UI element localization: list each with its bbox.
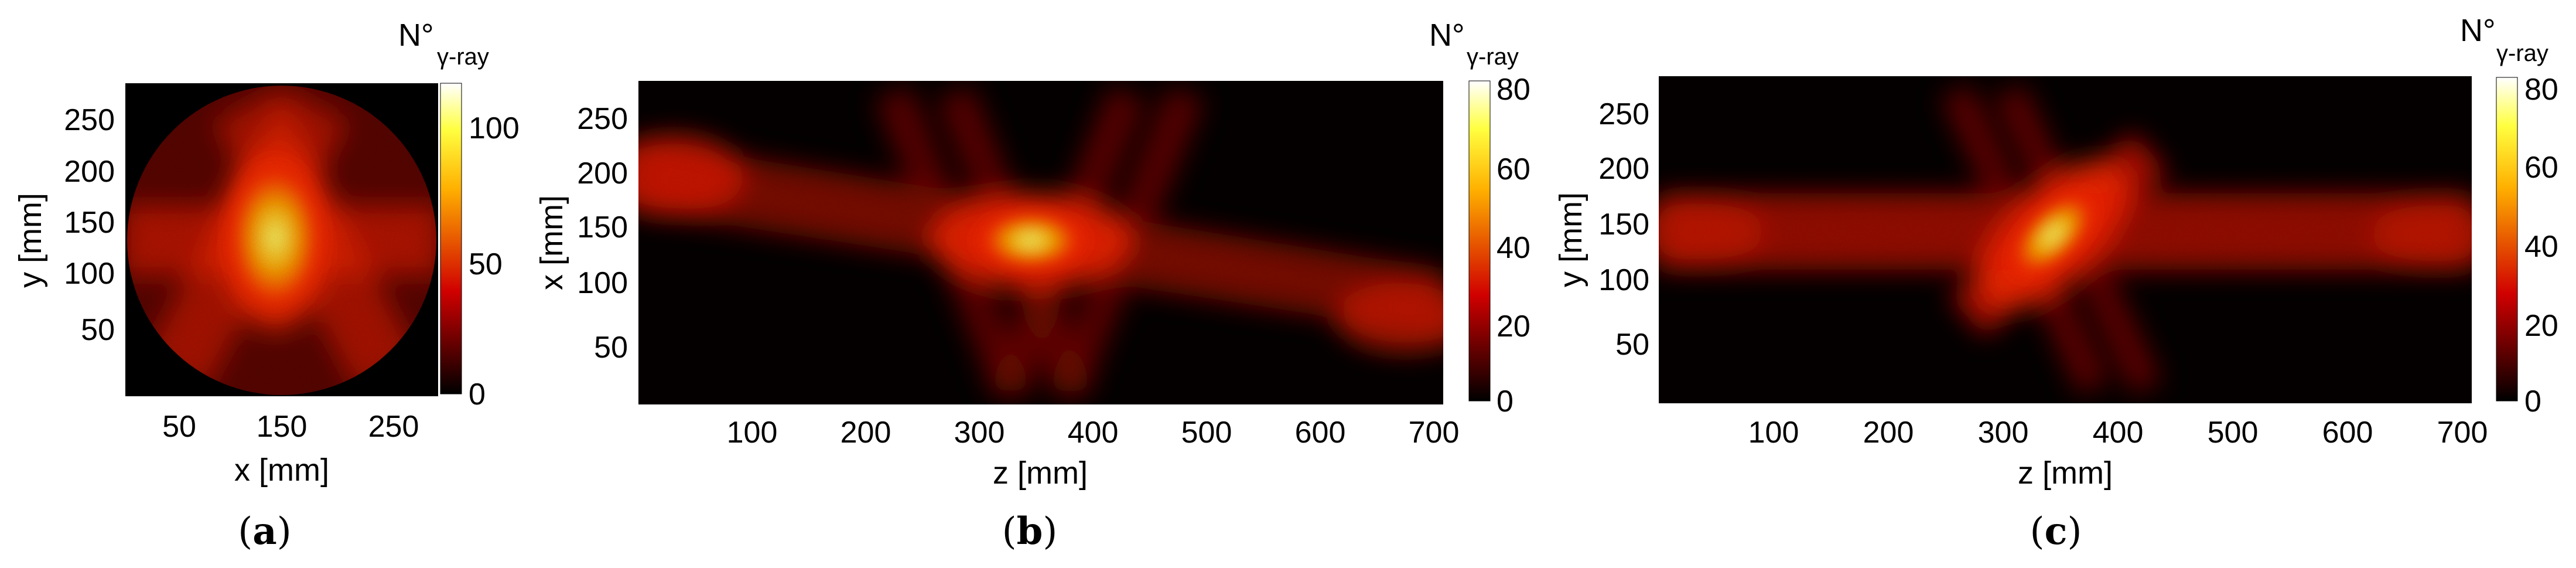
colorbar-tick-label: 20	[2524, 309, 2558, 343]
x-tick-label: 150	[257, 410, 308, 444]
y-tick-label: 200	[577, 157, 628, 191]
x-tick-label: 600	[2322, 416, 2373, 450]
panel-b-label: (b)	[1002, 509, 1058, 553]
panel-a-y-ticks: 250 200 150 100 50	[64, 103, 115, 347]
panel-a-x-axis-title: x [mm]	[234, 453, 329, 488]
x-tick-label: 200	[841, 416, 891, 450]
colorbar-tick-label: 40	[1497, 231, 1530, 265]
panel-c-y-axis-title: y [mm]	[1553, 192, 1588, 287]
panel-b-colorbar-ticks: 0 20 40 60 80	[1497, 73, 1530, 419]
x-tick-label: 700	[2437, 416, 2488, 450]
colorbar-tick-label: 50	[469, 247, 503, 281]
panel-a-colorbar-title: N°	[398, 18, 434, 53]
panel-c-colorbar-title: N°	[2460, 13, 2496, 48]
colorbar-tick-label: 80	[2524, 73, 2558, 107]
panel-a-colorbar-ticks: 0 50 100	[469, 111, 520, 411]
panel-b-colorbar-title: N°	[1429, 18, 1465, 53]
colorbar-tick-label: 0	[469, 377, 486, 411]
panel-c-x-axis-title: z [mm]	[2018, 455, 2113, 491]
panel-c-heatmap: 250 200 150 100 50 100 200 300 400 500 6…	[1553, 13, 2558, 553]
panel-c-x-ticks: 100 200 300 400 500 600 700	[1748, 416, 2488, 450]
y-tick-label: 200	[64, 155, 115, 189]
panel-a-colorbar-subtitle: γ-ray	[437, 44, 489, 70]
y-tick-label: 100	[64, 257, 115, 291]
colorbar-tick-label: 40	[2524, 230, 2558, 264]
y-tick-label: 200	[1598, 152, 1649, 186]
panel-b-x-axis-title: z [mm]	[993, 455, 1088, 491]
colorbar-tick-label: 60	[2524, 151, 2558, 185]
y-tick-label: 100	[577, 266, 628, 300]
x-tick-label: 100	[1748, 416, 1799, 450]
y-tick-label: 50	[81, 313, 115, 347]
panel-c-label: (c)	[2030, 509, 2082, 553]
y-tick-label: 150	[577, 210, 628, 244]
x-tick-label: 500	[2208, 416, 2259, 450]
colorbar-tick-label: 100	[469, 111, 520, 145]
panel-a-colorbar	[440, 83, 462, 394]
x-tick-label: 500	[1181, 416, 1232, 450]
x-tick-label: 400	[1068, 416, 1119, 450]
panel-c-colorbar-subtitle: γ-ray	[2496, 40, 2548, 66]
panel-b-y-ticks: 250 200 150 100 50	[577, 102, 628, 365]
panel-c-image	[1659, 76, 2472, 403]
colorbar-tick-label: 20	[1497, 309, 1530, 343]
panel-c-colorbar	[2496, 77, 2518, 402]
colorbar-tick-label: 80	[1497, 73, 1530, 107]
panel-c-colorbar-ticks: 0 20 40 60 80	[2524, 73, 2558, 419]
x-tick-label: 300	[1978, 416, 2029, 450]
panel-b-colorbar	[1468, 80, 1491, 402]
colorbar-tick-label: 0	[1497, 385, 1514, 419]
x-tick-label: 600	[1295, 416, 1346, 450]
colorbar-tick-label: 60	[1497, 152, 1530, 186]
x-tick-label: 200	[1863, 416, 1914, 450]
x-tick-label: 50	[162, 410, 196, 444]
x-tick-label: 400	[2093, 416, 2144, 450]
panel-a-image	[127, 86, 436, 395]
panel-b-colorbar-subtitle: γ-ray	[1467, 44, 1519, 70]
panel-a-label: (a)	[238, 509, 291, 553]
y-tick-label: 250	[577, 102, 628, 136]
panel-a-x-ticks: 50 150 250	[162, 410, 419, 444]
panel-a-heatmap: 250 200 150 100 50 50 150 250 x [mm] y […	[13, 18, 520, 553]
y-tick-label: 50	[1615, 328, 1649, 362]
panel-b-x-ticks: 100 200 300 400 500 600 700	[727, 416, 1460, 450]
x-tick-label: 250	[368, 410, 419, 444]
panel-c-y-ticks: 250 200 150 100 50	[1598, 97, 1649, 362]
panel-a-y-axis-title: y [mm]	[13, 193, 48, 288]
colorbar-tick-label: 0	[2524, 385, 2541, 419]
x-tick-label: 300	[954, 416, 1005, 450]
y-tick-label: 250	[64, 103, 115, 137]
y-tick-label: 250	[1598, 97, 1649, 131]
y-tick-label: 150	[64, 206, 115, 240]
panel-b-y-axis-title: x [mm]	[534, 195, 569, 290]
panel-b-image	[638, 81, 1443, 404]
y-tick-label: 50	[594, 331, 628, 365]
y-tick-label: 100	[1598, 263, 1649, 297]
x-tick-label: 700	[1409, 416, 1460, 450]
y-tick-label: 150	[1598, 208, 1649, 242]
x-tick-label: 100	[727, 416, 778, 450]
panel-b-heatmap: 250 200 150 100 50 100 200 300 400 500 6…	[534, 18, 1530, 553]
